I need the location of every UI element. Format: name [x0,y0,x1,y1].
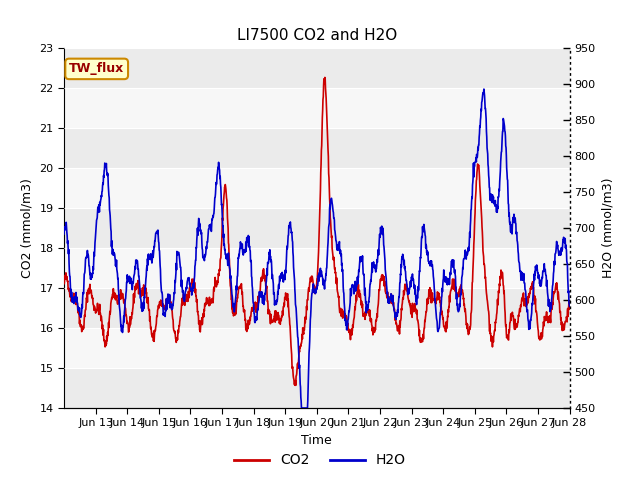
Bar [64,248,570,288]
Y-axis label: H2O (mmol/m3): H2O (mmol/m3) [601,178,614,278]
Bar [64,288,570,328]
Bar [64,168,570,208]
Legend: CO2, H2O: CO2, H2O [228,448,412,473]
Bar [64,128,570,168]
Y-axis label: CO2 (mmol/m3): CO2 (mmol/m3) [20,178,34,278]
Bar [64,368,570,408]
Title: LI7500 CO2 and H2O: LI7500 CO2 and H2O [237,28,397,43]
Bar [64,328,570,368]
Bar [64,208,570,248]
X-axis label: Time: Time [301,434,332,447]
Bar [64,48,570,88]
Bar [64,88,570,128]
Text: TW_flux: TW_flux [69,62,124,75]
